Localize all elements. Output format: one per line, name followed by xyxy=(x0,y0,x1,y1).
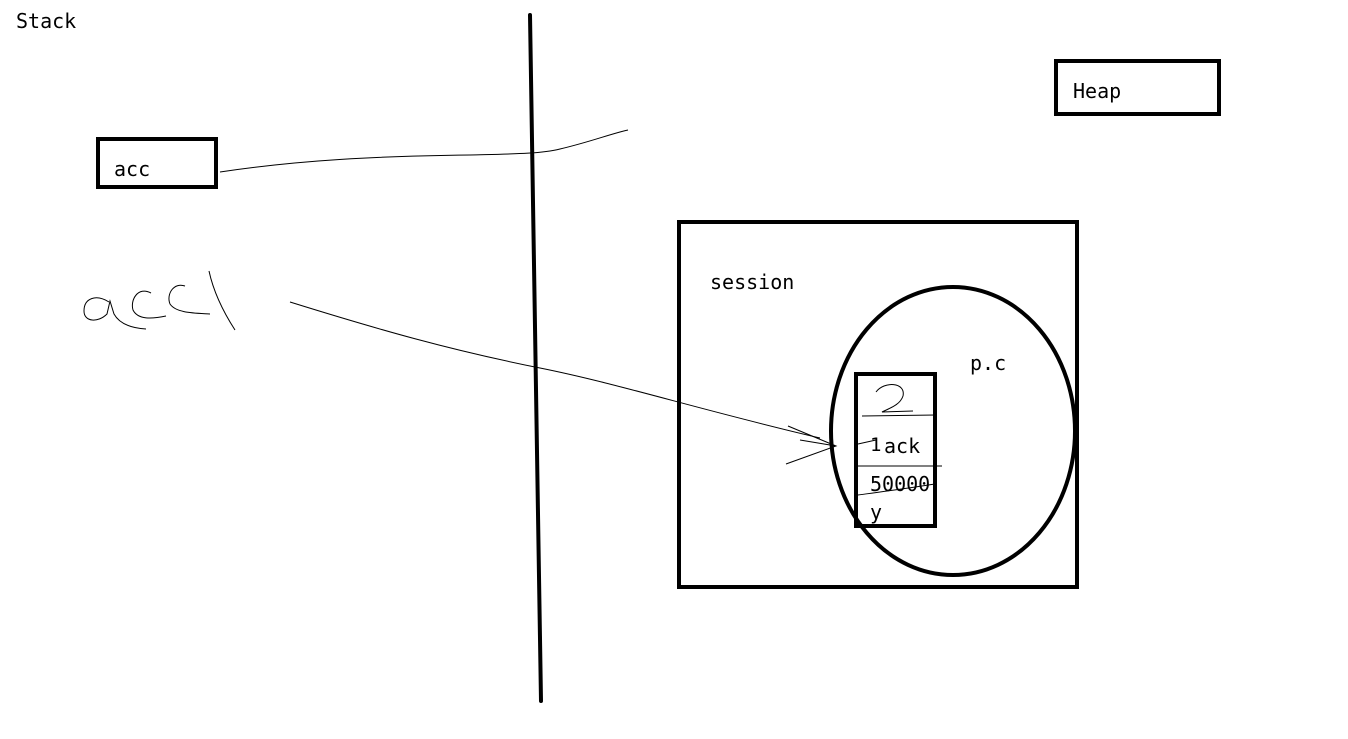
heap-label: Heap xyxy=(1073,79,1122,103)
entity-separator-1 xyxy=(861,414,937,417)
entity-first-index: 1 xyxy=(870,434,882,456)
handwritten-id-value xyxy=(875,384,914,413)
acc-reference-line xyxy=(219,129,629,173)
stack-label: Stack xyxy=(16,9,77,33)
stack-heap-divider xyxy=(528,13,543,703)
arrow-head xyxy=(785,425,838,465)
entity-name-value: ack xyxy=(884,434,921,458)
session-label: session xyxy=(710,270,795,294)
persistence-context-label: p.c xyxy=(970,351,1007,375)
acc-variable-box xyxy=(96,137,218,189)
session-box xyxy=(677,220,1079,589)
persistence-context-ellipse xyxy=(829,285,1077,577)
entity-flag-value: y xyxy=(870,500,883,524)
heap-box xyxy=(1054,59,1221,116)
entity-object-box xyxy=(854,372,937,528)
acc-variable-label: acc xyxy=(114,157,151,181)
acc1-handwritten xyxy=(83,270,236,331)
entity-scribble xyxy=(857,483,936,496)
entity-amount-value: 50000 xyxy=(870,472,931,496)
acc1-reference-arrow xyxy=(289,301,821,439)
arrow-tail-mark xyxy=(857,439,877,445)
